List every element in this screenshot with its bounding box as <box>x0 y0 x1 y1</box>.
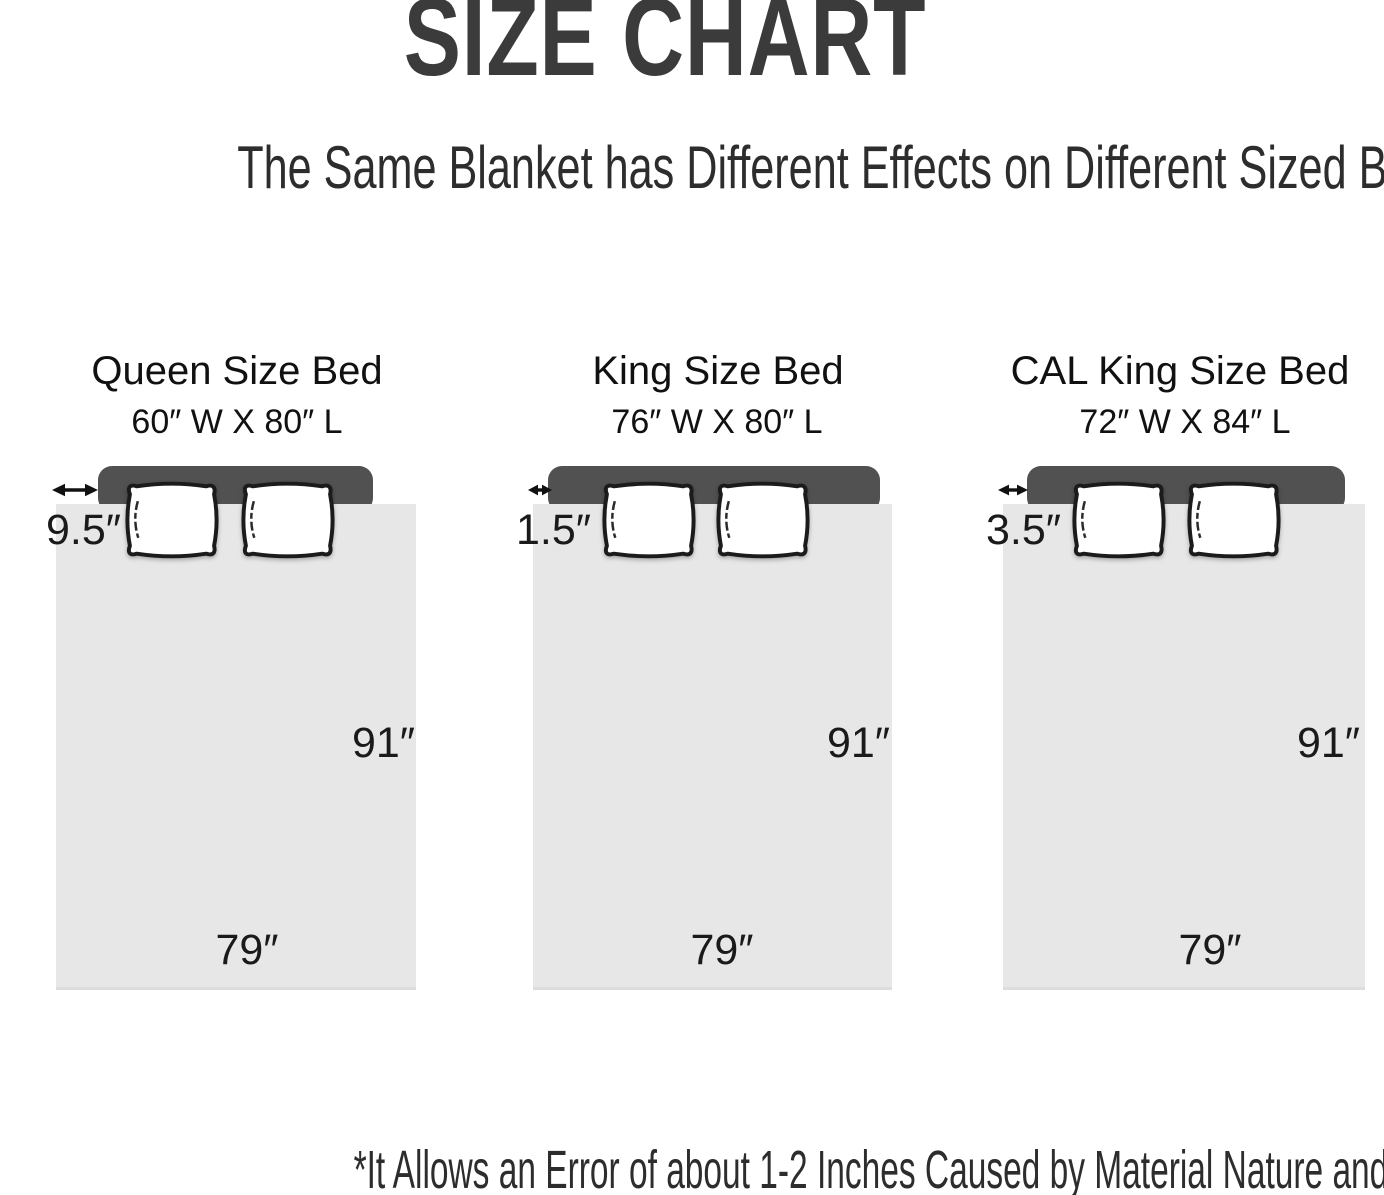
pillow-icon <box>241 481 335 559</box>
blanket <box>533 504 892 990</box>
pillow-icon <box>602 481 696 559</box>
overhang-measurement: 9.5″ <box>46 506 121 554</box>
overhang-arrow-icon <box>52 483 98 497</box>
blanket-length-measurement: 91″ <box>826 719 890 767</box>
bed-name: CAL King Size Bed <box>1010 349 1350 393</box>
blanket-width-measurement: 79″ <box>215 926 279 974</box>
blanket-width-measurement: 79″ <box>690 926 754 974</box>
page-title: SIZE CHART <box>403 0 927 99</box>
bed-name: Queen Size Bed <box>91 349 383 393</box>
blanket <box>56 504 416 990</box>
blanket <box>1003 504 1365 990</box>
blanket-length-measurement: 91″ <box>1296 719 1360 767</box>
bed-dimensions: 60″ W X 80″ L <box>131 403 343 441</box>
pillow-icon <box>1187 481 1281 559</box>
overhang-measurement: 3.5″ <box>986 506 1061 554</box>
bed-dimensions: 72″ W X 84″ L <box>1079 403 1291 441</box>
blanket-length-measurement: 91″ <box>351 719 415 767</box>
pillow-icon <box>1072 481 1166 559</box>
pillow-icon <box>125 481 219 559</box>
footnote: *It Allows an Error of about 1-2 Inches … <box>353 1140 1384 1195</box>
page-subtitle: The Same Blanket has Different Effects o… <box>237 134 1384 201</box>
blanket-width-measurement: 79″ <box>1178 926 1242 974</box>
bed-dimensions: 76″ W X 80″ L <box>611 403 823 441</box>
pillow-icon <box>716 481 810 559</box>
overhang-arrow-icon <box>528 484 552 496</box>
bed-name: King Size Bed <box>592 349 844 393</box>
overhang-measurement: 1.5″ <box>516 506 591 554</box>
overhang-arrow-icon <box>998 484 1028 496</box>
